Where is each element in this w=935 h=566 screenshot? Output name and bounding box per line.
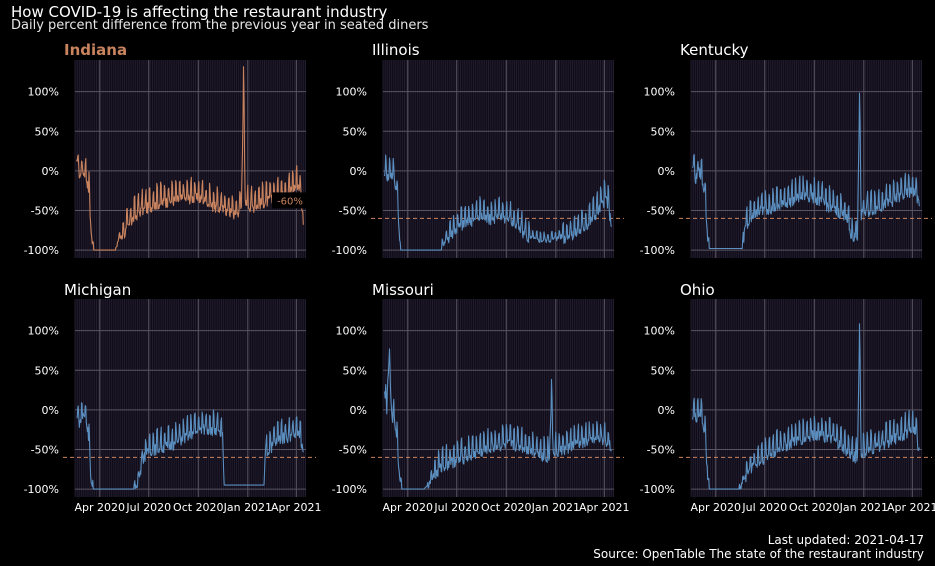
series-line-kentucky xyxy=(692,92,920,250)
y-tick-label: 50% xyxy=(35,125,59,138)
facet-panel-missouri: -100% -50% 0% 50% 100% Apr 2020 Jul 2020 Oct 20… xyxy=(332,299,630,514)
x-tick-label: Apr 2020 xyxy=(75,501,126,514)
x-tick-label: Jan 2021 xyxy=(531,501,580,514)
facet-panel-illinois: -100% -50% 0% 50% 100% xyxy=(332,60,624,258)
y-tick-label: -50% xyxy=(31,204,59,217)
chart-title: How COVID-19 is affecting the restaurant… xyxy=(11,3,388,21)
caption-source: Source: OpenTable The state of the resta… xyxy=(593,547,924,561)
series-line-ohio xyxy=(692,323,920,490)
y-tick-label: 0% xyxy=(42,165,59,178)
minor-gridlines xyxy=(382,60,614,258)
caption-last-updated: Last updated: 2021-04-17 xyxy=(767,533,924,547)
y-tick-label: -100% xyxy=(640,244,675,257)
y-tick-label: -50% xyxy=(339,443,367,456)
x-tick-label: Apr 2021 xyxy=(579,501,630,514)
reference-label: -60% xyxy=(277,196,303,207)
facet-title-indiana: Indiana xyxy=(64,41,128,59)
y-tick-label: -50% xyxy=(31,443,59,456)
minor-gridlines xyxy=(74,60,306,258)
y-tick-label: -100% xyxy=(24,244,59,257)
y-tick-label: 0% xyxy=(350,404,367,417)
facet-title-michigan: Michigan xyxy=(64,281,132,299)
y-tick-label: 0% xyxy=(350,165,367,178)
y-tick-label: 100% xyxy=(644,325,675,338)
series-line-michigan xyxy=(76,402,304,490)
x-tick-label: Jul 2020 xyxy=(433,501,479,514)
facet-title-ohio: Ohio xyxy=(680,281,715,299)
minor-gridlines xyxy=(690,299,922,497)
x-tick-label: Jul 2020 xyxy=(125,501,171,514)
y-tick-label: 100% xyxy=(336,325,367,338)
x-tick-label: Jan 2021 xyxy=(223,501,272,514)
x-tick-label: Jul 2020 xyxy=(741,501,787,514)
y-tick-label: 50% xyxy=(35,364,59,377)
x-tick-label: Apr 2021 xyxy=(887,501,935,514)
x-tick-label: Apr 2021 xyxy=(271,501,322,514)
x-tick-label: Jan 2021 xyxy=(839,501,888,514)
facet-title-missouri: Missouri xyxy=(372,281,434,299)
chart-subtitle: Daily percent difference from the previo… xyxy=(11,18,429,33)
y-tick-label: 0% xyxy=(658,404,675,417)
x-tick-label: Oct 2020 xyxy=(173,501,224,514)
reference-label-box xyxy=(272,192,308,209)
facet-title-illinois: Illinois xyxy=(372,41,420,59)
y-tick-label: 0% xyxy=(42,404,59,417)
facet-title-kentucky: Kentucky xyxy=(680,41,749,59)
y-tick-label: 0% xyxy=(658,165,675,178)
minor-gridlines xyxy=(382,299,614,497)
minor-gridlines xyxy=(690,60,922,258)
x-tick-label: Oct 2020 xyxy=(481,501,532,514)
x-tick-label: Apr 2020 xyxy=(383,501,434,514)
y-tick-label: 100% xyxy=(336,86,367,99)
y-tick-label: -100% xyxy=(24,483,59,496)
minor-gridlines xyxy=(74,299,306,497)
facet-panel-indiana: -100% -50% 0% 50% 100% -60% xyxy=(24,60,308,258)
y-tick-label: -100% xyxy=(332,483,367,496)
y-tick-label: 50% xyxy=(343,125,367,138)
x-tick-label: Oct 2020 xyxy=(789,501,840,514)
series-line-illinois xyxy=(384,154,612,251)
y-tick-label: -100% xyxy=(640,483,675,496)
y-tick-label: 50% xyxy=(651,125,675,138)
y-tick-label: -50% xyxy=(339,204,367,217)
y-tick-label: 50% xyxy=(651,364,675,377)
facet-panel-michigan: -100% -50% 0% 50% 100% Apr 2020 Jul 2020 Oct 20… xyxy=(24,299,322,514)
y-tick-label: 50% xyxy=(343,364,367,377)
y-tick-label: 100% xyxy=(644,86,675,99)
y-tick-label: -100% xyxy=(332,244,367,257)
series-line-missouri xyxy=(384,348,612,490)
y-tick-label: -50% xyxy=(647,443,675,456)
y-tick-label: 100% xyxy=(28,86,59,99)
facet-panel-ohio: -100% -50% 0% 50% 100% Apr 2020 Jul 2020 Oct 20… xyxy=(640,299,935,514)
facet-panel-kentucky: -100% -50% 0% 50% 100% xyxy=(640,60,932,258)
y-tick-label: 100% xyxy=(28,325,59,338)
x-tick-label: Apr 2020 xyxy=(691,501,742,514)
series-line-indiana xyxy=(76,66,304,251)
y-tick-label: -50% xyxy=(647,204,675,217)
